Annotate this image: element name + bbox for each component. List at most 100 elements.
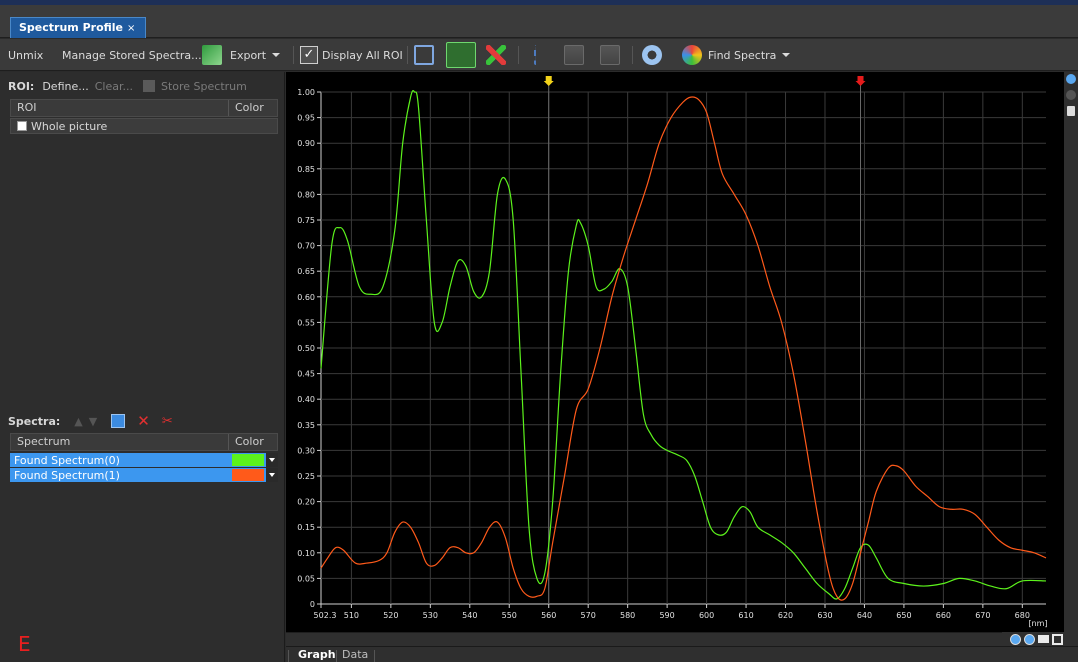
spectra-split-button[interactable] xyxy=(564,39,584,71)
vertical-marker-icon xyxy=(534,45,538,65)
x-tick-label: 680 xyxy=(1015,611,1030,620)
display-all-roi-checkbox[interactable]: ✓ Display All ROI xyxy=(300,39,403,71)
tab-bar: Spectrum Profile × xyxy=(0,5,1078,38)
horizontal-scrollbar[interactable] xyxy=(286,632,1002,646)
x-tick-label: 550 xyxy=(502,611,517,620)
delete-all-icon[interactable]: ✂ xyxy=(161,413,173,429)
color-column-header[interactable]: Color xyxy=(235,101,264,114)
x-tick-label: 660 xyxy=(936,611,951,620)
find-spectra-button[interactable]: Find Spectra xyxy=(682,39,791,71)
spectra-join-button[interactable] xyxy=(600,39,620,71)
series-line-0 xyxy=(320,90,1047,600)
define-roi-button[interactable]: Define... xyxy=(42,79,89,93)
view-tabs: Graph Data xyxy=(286,646,1078,662)
chevron-down-icon xyxy=(272,53,281,57)
y-tick-label: 0.25 xyxy=(297,472,315,481)
x-tick-label: 640 xyxy=(857,611,872,620)
gear-icon xyxy=(642,45,662,65)
color-swatch[interactable] xyxy=(232,469,264,481)
delete-icon[interactable]: ✕ xyxy=(137,412,150,430)
peak-icon xyxy=(446,42,476,68)
marker-arrow xyxy=(543,76,554,86)
y-tick-label: 0.85 xyxy=(297,165,315,174)
x-tick-label: 610 xyxy=(738,611,753,620)
join-icon xyxy=(600,45,620,65)
y-tick-label: 0.95 xyxy=(297,114,315,123)
crossover-button[interactable] xyxy=(486,39,506,71)
split-icon xyxy=(564,45,584,65)
color-dropdown[interactable] xyxy=(266,453,278,467)
y-tick-label: 0.10 xyxy=(297,549,315,558)
color-dropdown[interactable] xyxy=(266,468,278,482)
zoom-in-icon[interactable] xyxy=(1010,633,1021,645)
find-spectra-label: Find Spectra xyxy=(708,48,777,62)
vertical-marker-button[interactable] xyxy=(534,39,538,71)
list-item[interactable]: Found Spectrum(0) xyxy=(10,453,278,467)
x-tick-label: 540 xyxy=(462,611,477,620)
roi-column-header[interactable]: ROI xyxy=(11,100,229,116)
roi-row-whole-picture[interactable]: Whole picture xyxy=(10,118,278,134)
unmix-label: Unmix xyxy=(8,48,44,62)
zoom-out-icon[interactable] xyxy=(1024,633,1035,645)
manage-stored-label: Manage Stored Spectra... xyxy=(62,48,202,62)
x-tick-label: 520 xyxy=(383,611,398,620)
chevron-down-icon xyxy=(782,53,791,57)
spectrum-name: Found Spectrum(0) xyxy=(14,453,120,467)
tab-graph[interactable]: Graph xyxy=(298,648,336,661)
settings-button[interactable] xyxy=(642,39,662,71)
add-spectrum-icon[interactable] xyxy=(111,414,126,428)
y-tick-label: 0.70 xyxy=(297,242,315,251)
corner-marker-label: E xyxy=(18,632,31,656)
zoom-out-icon[interactable] xyxy=(1066,90,1076,100)
y-tick-label: 0.45 xyxy=(297,370,315,379)
fit-width-icon[interactable] xyxy=(1038,635,1049,643)
x-tick-label: 580 xyxy=(620,611,635,620)
y-tick-label: 0.20 xyxy=(297,498,315,507)
store-spectrum-button[interactable]: Store Spectrum xyxy=(160,79,247,93)
marker-arrow xyxy=(855,76,866,86)
toolbar-divider xyxy=(293,46,294,64)
chevron-down-icon xyxy=(269,458,275,462)
spectra-toolbar: Spectra: ▲ ▼ ✕ ✂ xyxy=(0,408,285,434)
spectrum-column-header[interactable]: Spectrum xyxy=(11,434,229,450)
x-tick-label: 590 xyxy=(659,611,674,620)
roi-label: ROI: xyxy=(8,79,35,93)
y-tick-label: 0.05 xyxy=(297,574,315,583)
spectrum-chart-area[interactable]: 0 0.05 0.10 0.15 0.20 0.25 0.30 0.35 0.40 0.45 0.5… xyxy=(286,72,1064,632)
vertical-scrollbar[interactable] xyxy=(1064,72,1078,632)
export-button[interactable]: Export xyxy=(202,39,281,71)
clear-roi-button[interactable]: Clear... xyxy=(94,79,133,93)
roi-checkbox[interactable] xyxy=(17,121,27,131)
list-item[interactable]: Found Spectrum(1) xyxy=(10,468,278,482)
x-tick-label: 620 xyxy=(778,611,793,620)
manage-stored-spectra-button[interactable]: Manage Stored Spectra... xyxy=(62,39,202,71)
tab-spectrum-profile[interactable]: Spectrum Profile × xyxy=(10,17,147,38)
find-spectra-icon xyxy=(682,45,702,65)
spectra-label: Spectra: xyxy=(8,414,61,428)
peak-mode-button[interactable] xyxy=(446,39,476,71)
fit-vertical-icon[interactable] xyxy=(1067,106,1075,116)
spectrum-color-column-header[interactable]: Color xyxy=(235,435,264,448)
tab-data[interactable]: Data xyxy=(342,648,369,661)
spectrum-chart[interactable]: 0 0.05 0.10 0.15 0.20 0.25 0.30 0.35 0.40 0.45 0.5… xyxy=(286,72,1064,632)
y-tick-label: 0 xyxy=(310,600,315,609)
y-tick-label: 0.55 xyxy=(297,318,315,327)
unmix-button[interactable]: Unmix xyxy=(8,39,43,71)
left-panel: ROI: Define... Clear... Store Spectrum R… xyxy=(0,72,285,662)
x-tick-label: 600 xyxy=(699,611,714,620)
roi-toolbar: ROI: Define... Clear... Store Spectrum xyxy=(0,74,285,98)
x-tick-label: 502.3 xyxy=(314,611,337,620)
color-swatch[interactable] xyxy=(232,454,264,466)
zoom-in-icon[interactable] xyxy=(1066,74,1076,84)
y-tick-label: 0.75 xyxy=(297,216,315,225)
fit-all-icon[interactable] xyxy=(1052,633,1063,645)
move-down-icon[interactable]: ▼ xyxy=(88,414,98,428)
x-tick-label: 570 xyxy=(581,611,596,620)
spectra-table-header: Spectrum Color xyxy=(10,433,278,451)
x-tick-label: 560 xyxy=(541,611,556,620)
close-icon[interactable]: × xyxy=(127,23,136,34)
move-up-icon[interactable]: ▲ xyxy=(74,414,83,428)
series-line-1 xyxy=(320,96,1047,601)
cross-icon xyxy=(486,45,506,65)
fit-view-button[interactable] xyxy=(414,39,434,71)
